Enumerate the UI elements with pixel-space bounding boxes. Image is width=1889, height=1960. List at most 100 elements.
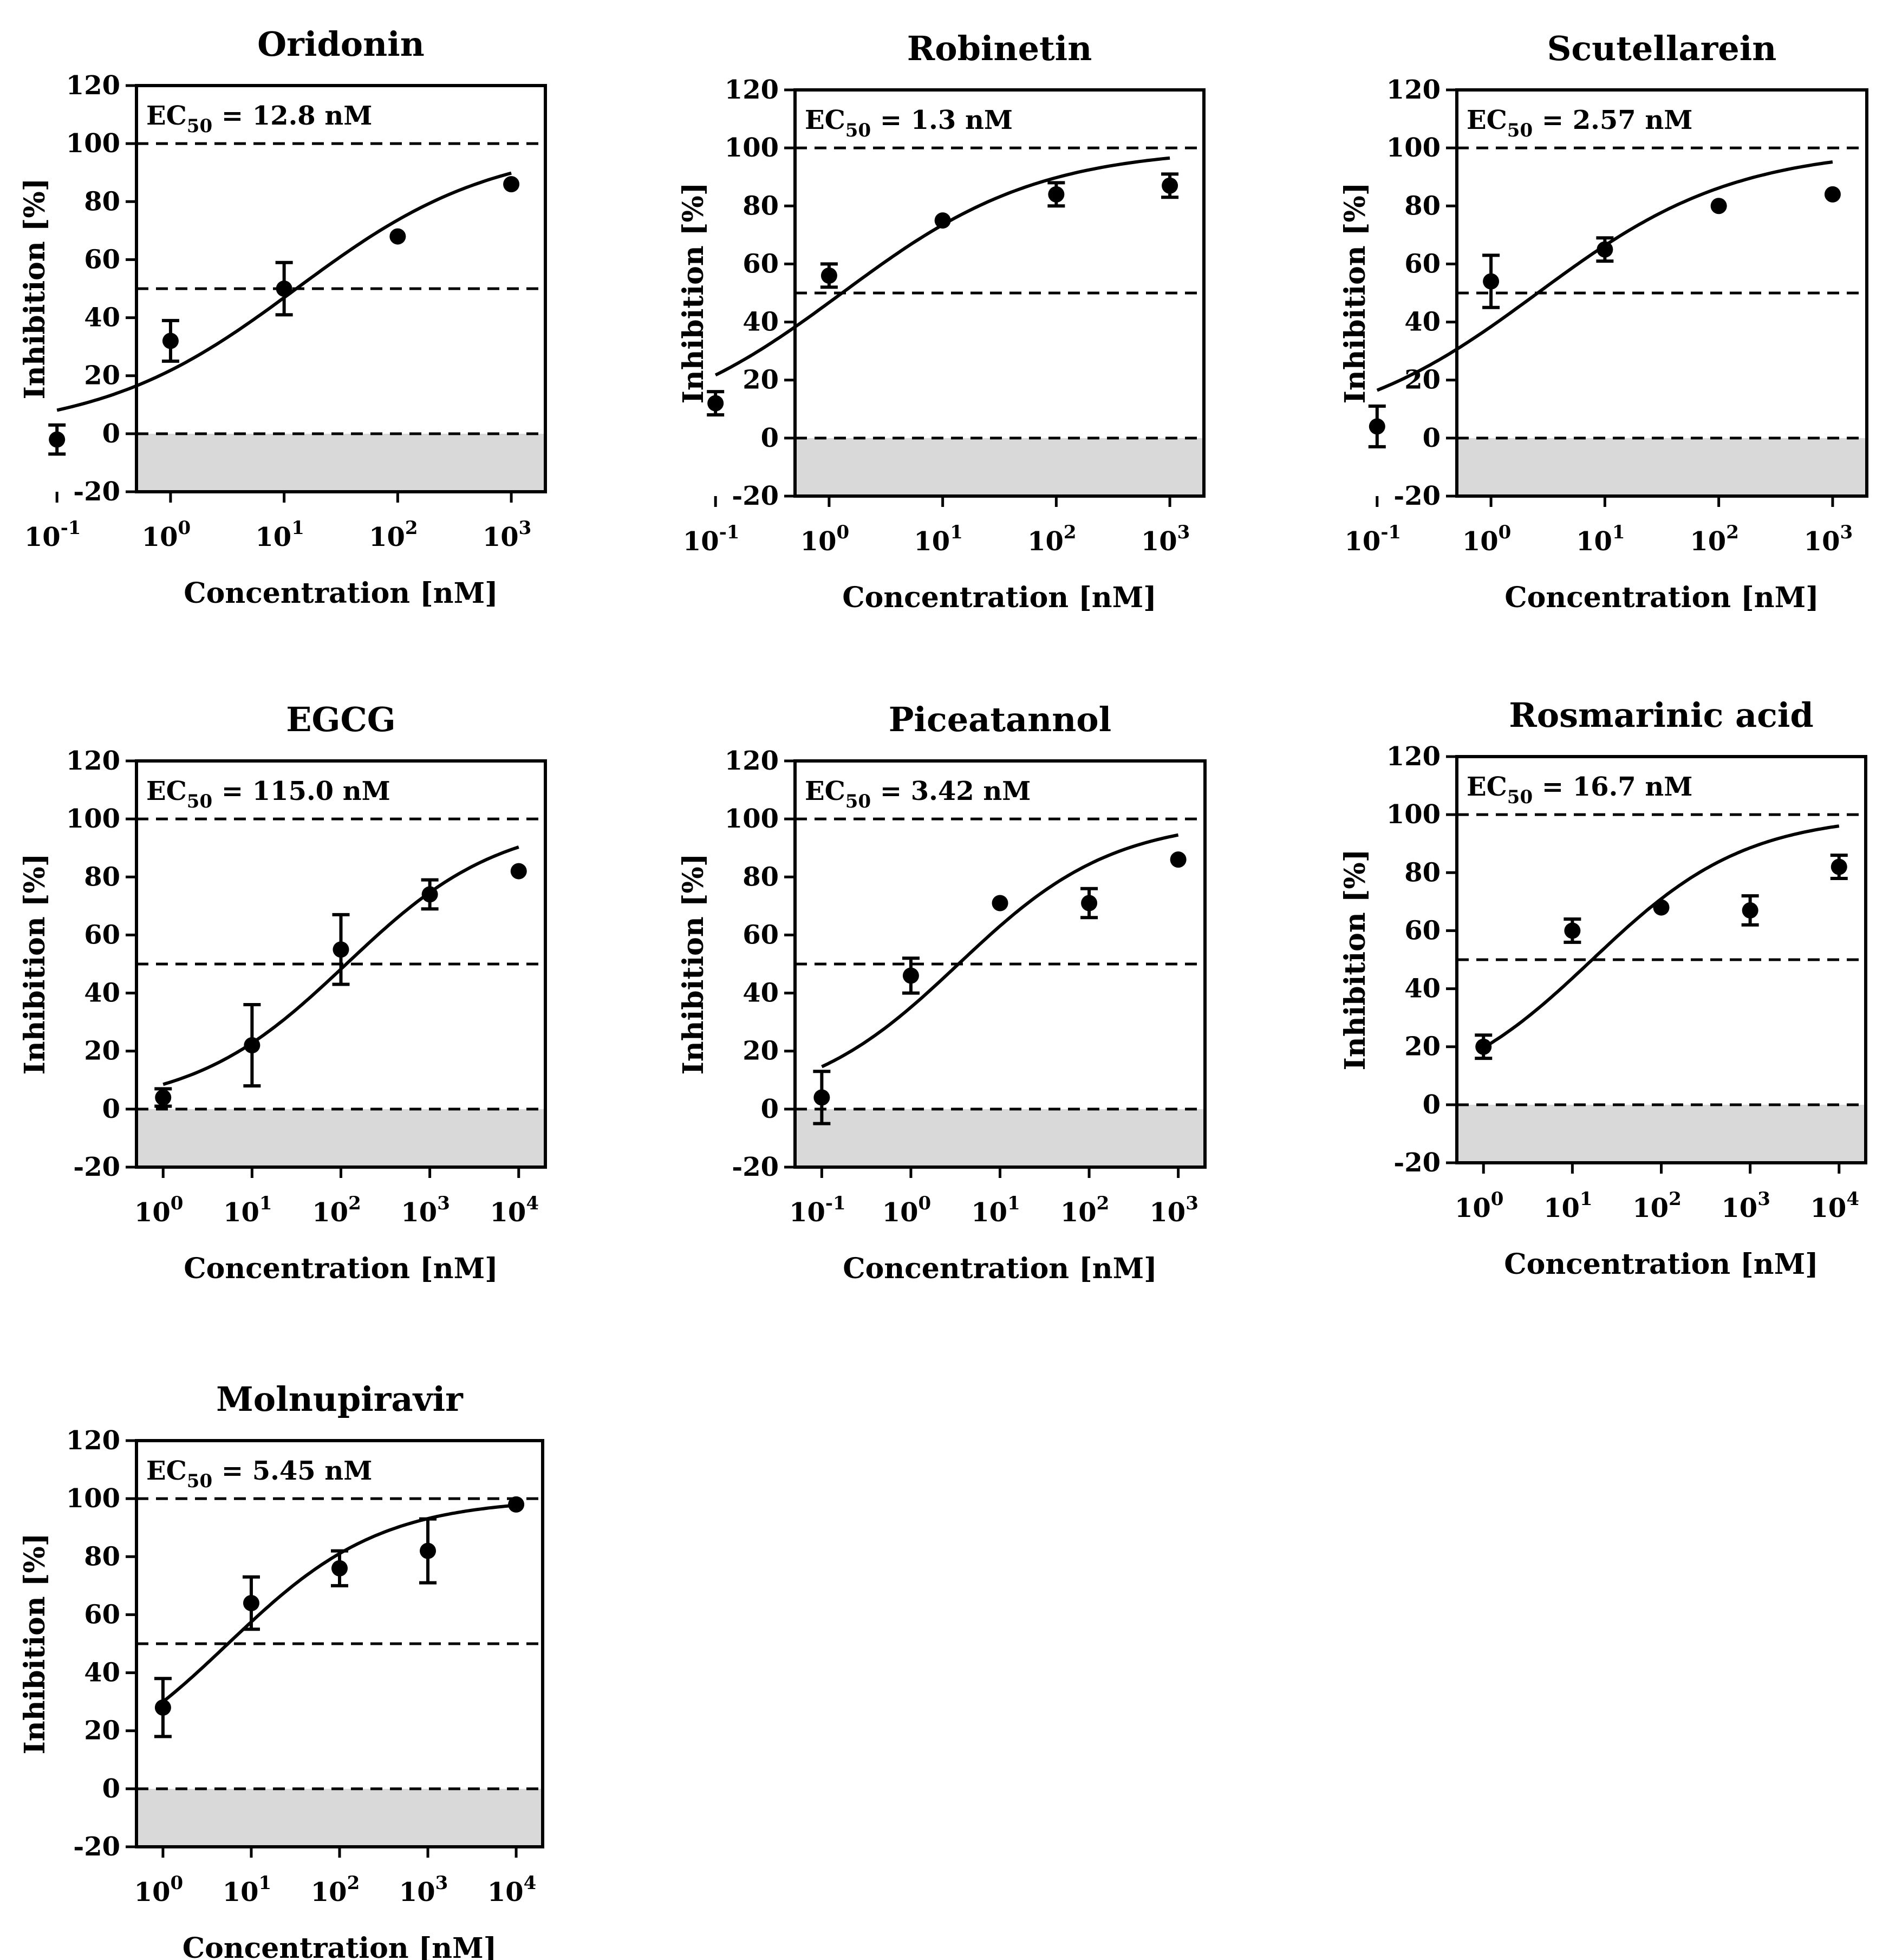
negative-region	[136, 1788, 543, 1847]
y-tick-label: 40	[84, 303, 120, 333]
x-axis-label: Concentration [nM]	[184, 1252, 498, 1285]
x-tick-label: 101	[914, 522, 962, 557]
fit-curve	[714, 156, 1170, 377]
x-tick-label: 103	[1141, 522, 1190, 557]
y-tick-label: 80	[1404, 857, 1441, 888]
y-axis-label: Inhibition [%]	[677, 854, 710, 1075]
data-point	[155, 1089, 172, 1106]
x-axis-label: Concentration [nM]	[843, 1252, 1157, 1285]
y-tick-label: 120	[725, 746, 779, 776]
y-axis-label: Inhibition [%]	[18, 854, 51, 1075]
chart-title: EGCG	[286, 700, 396, 739]
data-point	[510, 863, 527, 880]
y-tick-label: 40	[1404, 974, 1441, 1004]
y-tick-label: 120	[66, 746, 120, 776]
ec50-annotation: EC50 = 1.3 nM	[805, 105, 1013, 141]
x-tick-label: 100	[1462, 522, 1511, 557]
data-point	[243, 1595, 259, 1611]
y-tick-label: -20	[73, 1832, 120, 1862]
chart-panel: Oridonin -20 0 20 40 60 80 100 120 10-1 100 101 102 1…	[18, 24, 547, 610]
y-tick-label: -20	[73, 1152, 120, 1182]
y-tick-label: 20	[742, 1036, 779, 1066]
y-tick-label: 0	[1423, 1090, 1441, 1120]
x-tick-label: 101	[1543, 1188, 1592, 1223]
x-tick-label: 102	[1690, 522, 1738, 557]
y-tick-label: 40	[84, 978, 120, 1008]
chart-panel: EGCG -20 0 20 40 60 80 100 120 100 101 102 103 104 Con…	[18, 700, 547, 1285]
ec50-annotation: EC50 = 16.7 nM	[1467, 772, 1692, 808]
y-tick-label: 40	[1404, 307, 1441, 337]
x-tick-label: 101	[223, 1193, 272, 1228]
ec50-annotation: EC50 = 3.42 nM	[805, 776, 1031, 812]
y-tick-label: 80	[742, 191, 779, 221]
data-point	[1170, 851, 1187, 868]
x-tick-label: 100	[134, 1872, 183, 1907]
chart-panel: Piceatannol -20 0 20 40 60 80 100 120 10-1 100 101 1…	[677, 700, 1207, 1285]
y-tick-label: 120	[1386, 741, 1441, 772]
data-point	[934, 212, 951, 229]
x-tick-label: 101	[223, 1872, 271, 1907]
y-tick-label: 80	[1404, 191, 1441, 221]
negative-region	[136, 433, 545, 492]
chart-panel: Rosmarinic acid -20 0 20 40 60 80 100 120 100 101 1…	[1339, 695, 1867, 1281]
data-point	[1048, 186, 1065, 203]
data-point	[162, 333, 179, 349]
x-tick-label: 102	[312, 1193, 361, 1228]
y-tick-label: 120	[66, 1425, 120, 1456]
negative-region	[795, 438, 1204, 496]
plot-frame	[135, 84, 547, 493]
x-tick-label: 101	[1576, 522, 1625, 557]
y-tick-label: 60	[1404, 915, 1441, 946]
y-tick-label: 100	[1386, 799, 1441, 830]
x-tick-label: 102	[1027, 522, 1076, 557]
data-point	[389, 228, 406, 245]
ec50-annotation: EC50 = 115.0 nM	[146, 776, 390, 812]
x-axis-label: Concentration [nM]	[842, 581, 1156, 614]
y-tick-label: 0	[761, 423, 779, 453]
chart-title: Rosmarinic acid	[1509, 695, 1814, 735]
data-point	[707, 395, 724, 412]
y-tick-label: 100	[66, 1483, 120, 1514]
x-tick-label: 102	[311, 1872, 360, 1907]
y-tick-label: 20	[84, 1716, 120, 1746]
data-point	[154, 1699, 171, 1716]
x-tick-label: 100	[882, 1193, 931, 1228]
negative-region	[795, 1109, 1205, 1167]
x-axis-label: Concentration [nM]	[1504, 581, 1819, 614]
y-tick-label: 20	[1404, 1032, 1441, 1062]
y-tick-label: 60	[84, 1599, 120, 1630]
y-tick-label: 60	[84, 244, 120, 275]
y-tick-label: 120	[725, 75, 779, 105]
y-tick-label: 80	[84, 186, 120, 217]
data-point	[49, 431, 66, 448]
y-tick-label: 120	[1386, 75, 1441, 105]
y-tick-label: -20	[1393, 1148, 1441, 1178]
data-point	[992, 895, 1008, 911]
x-tick-label: 104	[490, 1193, 539, 1228]
y-tick-label: 100	[66, 128, 120, 159]
x-tick-label: 104	[1810, 1188, 1859, 1223]
data-point	[1081, 895, 1098, 911]
y-tick-label: 20	[84, 361, 120, 391]
fit-curve	[162, 1503, 517, 1703]
x-tick-label: 101	[971, 1193, 1020, 1228]
y-tick-label: 0	[761, 1094, 779, 1124]
y-tick-label: 20	[742, 365, 779, 395]
x-axis-label: Concentration [nM]	[184, 577, 498, 610]
y-tick-label: -20	[732, 1152, 779, 1182]
data-point	[1483, 273, 1500, 290]
y-tick-label: 40	[84, 1658, 120, 1688]
chart-title: Scutellarein	[1547, 29, 1777, 68]
y-tick-label: 100	[725, 804, 779, 834]
y-tick-label: 0	[102, 1774, 120, 1804]
data-point	[1597, 241, 1613, 258]
y-tick-label: 20	[84, 1036, 120, 1066]
ec50-annotation: EC50 = 2.57 nM	[1467, 105, 1692, 141]
data-point	[1831, 858, 1847, 875]
y-tick-label: 100	[725, 133, 779, 163]
y-tick-label: 120	[66, 70, 120, 101]
y-tick-label: -20	[73, 477, 120, 507]
x-tick-label: 103	[1721, 1188, 1770, 1223]
y-tick-label: 40	[742, 307, 779, 337]
